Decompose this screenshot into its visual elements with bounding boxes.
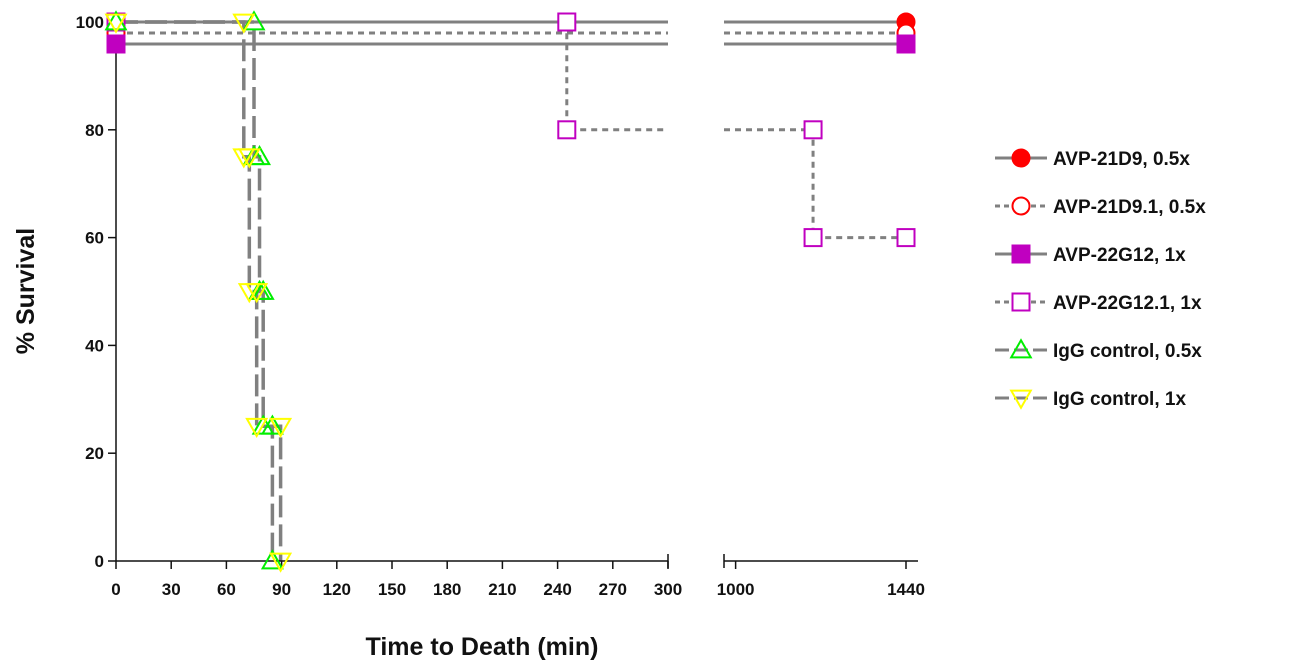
data-point bbox=[104, 13, 128, 34]
legend-marker bbox=[1009, 389, 1033, 410]
y-tick-label: 80 bbox=[85, 121, 104, 140]
y-tick-label: 40 bbox=[85, 336, 104, 355]
data-point bbox=[260, 414, 284, 435]
data-point bbox=[803, 120, 823, 140]
axes-layer bbox=[108, 14, 918, 569]
data-point bbox=[104, 10, 128, 31]
series-line-4 bbox=[116, 20, 906, 240]
legend-item: AVP-22G12.1, 1x bbox=[995, 292, 1202, 314]
legend-label: AVP-21D9, 0.5x bbox=[1053, 149, 1190, 170]
legend-marker bbox=[1011, 244, 1031, 264]
x-tick-label: 240 bbox=[543, 580, 571, 599]
x-tick-label: 210 bbox=[488, 580, 516, 599]
legend-item: AVP-21D9.1, 0.5x bbox=[995, 196, 1206, 218]
data-point bbox=[232, 13, 256, 34]
x-tick-label: 120 bbox=[323, 580, 351, 599]
legend-item: IgG control, 1x bbox=[995, 389, 1186, 410]
data-point bbox=[896, 34, 916, 54]
x-tick-label: 180 bbox=[433, 580, 461, 599]
y-tick-label: 100 bbox=[76, 13, 104, 32]
series-layer bbox=[116, 20, 906, 561]
y-axis-title: % Survival bbox=[12, 228, 40, 354]
legend-marker bbox=[1011, 292, 1031, 312]
data-point bbox=[557, 12, 577, 32]
x-tick-label: 1000 bbox=[717, 580, 755, 599]
data-point bbox=[269, 552, 293, 573]
x-tick-label: 30 bbox=[162, 580, 181, 599]
legend-marker bbox=[1011, 196, 1031, 216]
series-line-6 bbox=[116, 20, 283, 561]
x-tick-label: 150 bbox=[378, 580, 406, 599]
data-point bbox=[245, 283, 269, 304]
legend: AVP-21D9, 0.5x AVP-21D9.1, 0.5x AVP-22G12,… bbox=[995, 148, 1206, 410]
data-point bbox=[896, 228, 916, 248]
data-point bbox=[260, 549, 284, 570]
x-tick-label: 0 bbox=[111, 580, 120, 599]
legend-item: AVP-22G12, 1x bbox=[995, 244, 1186, 266]
data-point bbox=[557, 120, 577, 140]
legend-marker bbox=[1011, 148, 1031, 168]
legend-label: AVP-22G12.1, 1x bbox=[1053, 293, 1202, 314]
data-point bbox=[245, 417, 269, 439]
legend-label: IgG control, 1x bbox=[1053, 389, 1186, 410]
data-point bbox=[269, 417, 293, 439]
y-tick-label: 0 bbox=[95, 552, 104, 571]
x-tick-label: 1440 bbox=[887, 580, 925, 599]
y-tick-label: 20 bbox=[85, 444, 104, 463]
legend-label: AVP-22G12, 1x bbox=[1053, 245, 1186, 266]
series-line-5 bbox=[116, 20, 275, 561]
legend-label: AVP-21D9.1, 0.5x bbox=[1053, 197, 1206, 218]
data-point bbox=[803, 228, 823, 248]
legend-marker bbox=[1009, 338, 1033, 359]
x-axis-title: Time to Death (min) bbox=[366, 633, 599, 661]
data-point bbox=[106, 34, 126, 54]
legend-item: IgG control, 0.5x bbox=[995, 338, 1202, 362]
marker-layer bbox=[104, 10, 916, 573]
x-tick-label: 60 bbox=[217, 580, 236, 599]
x-tick-label: 90 bbox=[272, 580, 291, 599]
legend-label: IgG control, 0.5x bbox=[1053, 341, 1202, 362]
data-point bbox=[237, 148, 261, 169]
x-tick-label: 300 bbox=[654, 580, 682, 599]
data-point bbox=[251, 279, 275, 300]
y-tick-label: 60 bbox=[85, 229, 104, 248]
x-tick-label: 270 bbox=[599, 580, 627, 599]
legend-item: AVP-21D9, 0.5x bbox=[995, 148, 1190, 170]
